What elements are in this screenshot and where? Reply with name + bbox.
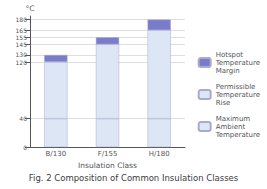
- svg-text:°C: °C: [26, 4, 35, 13]
- svg-text:H/180: H/180: [149, 150, 170, 158]
- svg-text:Temperature: Temperature: [215, 59, 260, 67]
- svg-text:0: 0: [23, 144, 27, 151]
- svg-text:F/155: F/155: [98, 150, 118, 158]
- svg-text:120: 120: [16, 59, 28, 66]
- svg-text:Margin: Margin: [216, 67, 240, 75]
- svg-text:B/130: B/130: [46, 150, 67, 158]
- svg-text:165: 165: [16, 27, 28, 34]
- svg-text:Rise: Rise: [216, 99, 231, 107]
- svg-text:130: 130: [16, 51, 28, 58]
- svg-text:40: 40: [19, 115, 27, 122]
- svg-text:Temperature: Temperature: [215, 131, 260, 139]
- svg-text:Insulation Class: Insulation Class: [78, 161, 137, 170]
- svg-text:Temperature: Temperature: [215, 91, 260, 99]
- svg-text:Fig. 2 Composition of Common I: Fig. 2 Composition of Common Insulation …: [29, 173, 239, 183]
- svg-text:155: 155: [16, 34, 28, 41]
- svg-text:Ambient: Ambient: [216, 123, 246, 131]
- svg-text:180: 180: [16, 16, 28, 23]
- svg-text:Maximum: Maximum: [216, 115, 251, 123]
- svg-text:145: 145: [16, 41, 28, 48]
- svg-text:Permissible: Permissible: [216, 83, 256, 91]
- svg-text:Hotspot: Hotspot: [216, 51, 244, 59]
